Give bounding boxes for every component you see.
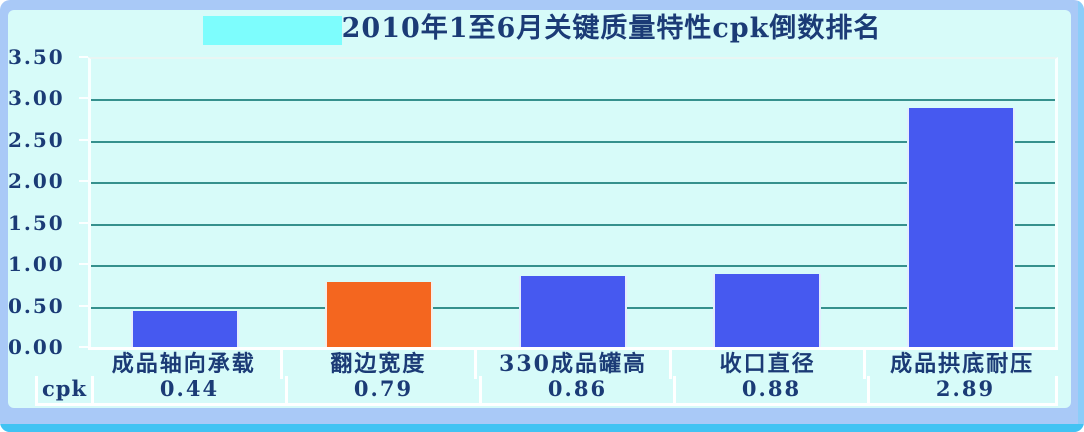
- bar-330成品罐高: [519, 275, 627, 347]
- gridline: [91, 99, 1055, 102]
- cpk-value: 2.89: [867, 376, 1061, 403]
- cpk-value: 0.44: [91, 376, 285, 403]
- category-axis-row: 成品轴向承载 翻边宽度 330成品罐高 收口直径 成品拱底耐压: [88, 347, 1058, 379]
- gridline: [91, 182, 1055, 185]
- category-label: 成品拱底耐压: [863, 350, 1058, 379]
- y-axis-label: 2.50: [8, 127, 65, 152]
- category-label: 收口直径: [668, 350, 864, 379]
- bar-成品轴向承载: [131, 310, 239, 347]
- y-axis-label: 3.00: [8, 86, 65, 111]
- gridline: [91, 140, 1055, 143]
- chart-title-row: 2010年1至6月关键质量特性cpk倒数排名: [0, 13, 1084, 45]
- bar-翻边宽度: [325, 281, 433, 347]
- window-bottom-edge: [0, 424, 1084, 432]
- y-axis-label: 0.50: [8, 293, 65, 318]
- y-axis-label: 1.00: [8, 252, 65, 277]
- y-axis-label: 3.50: [8, 45, 65, 69]
- cpk-value: 0.88: [673, 376, 867, 403]
- window-right-edge: [1078, 0, 1084, 424]
- chart-title: 2010年1至6月关键质量特性cpk倒数排名: [341, 13, 882, 44]
- cpk-value-row: cpk 0.44 0.79 0.86 0.88 2.89: [35, 376, 1058, 406]
- gridline: [91, 223, 1055, 226]
- y-axis-label: 2.00: [8, 169, 65, 194]
- y-axis-label: 0.00: [8, 335, 65, 359]
- y-axis-tick: [79, 138, 88, 141]
- y-axis-tick: [79, 304, 88, 307]
- y-axis-label: 1.50: [8, 210, 65, 235]
- category-label: 翻边宽度: [279, 350, 475, 379]
- y-axis-tick: [79, 346, 88, 348]
- category-label: 330成品罐高: [474, 350, 669, 379]
- bar-收口直径: [713, 274, 821, 347]
- cpk-value: 0.79: [285, 376, 479, 403]
- y-axis-tick: [79, 97, 88, 100]
- cpk-row-header: cpk: [41, 376, 88, 401]
- gridline: [91, 265, 1055, 268]
- bar-成品拱底耐压: [907, 107, 1015, 347]
- category-label: 成品轴向承载: [111, 351, 256, 377]
- y-axis-tick: [79, 221, 88, 224]
- title-highlight-box: [202, 16, 342, 45]
- y-axis-tick: [79, 56, 88, 58]
- y-axis-tick: [79, 263, 88, 266]
- cpk-value: 0.86: [479, 376, 673, 403]
- y-axis-tick: [79, 180, 88, 183]
